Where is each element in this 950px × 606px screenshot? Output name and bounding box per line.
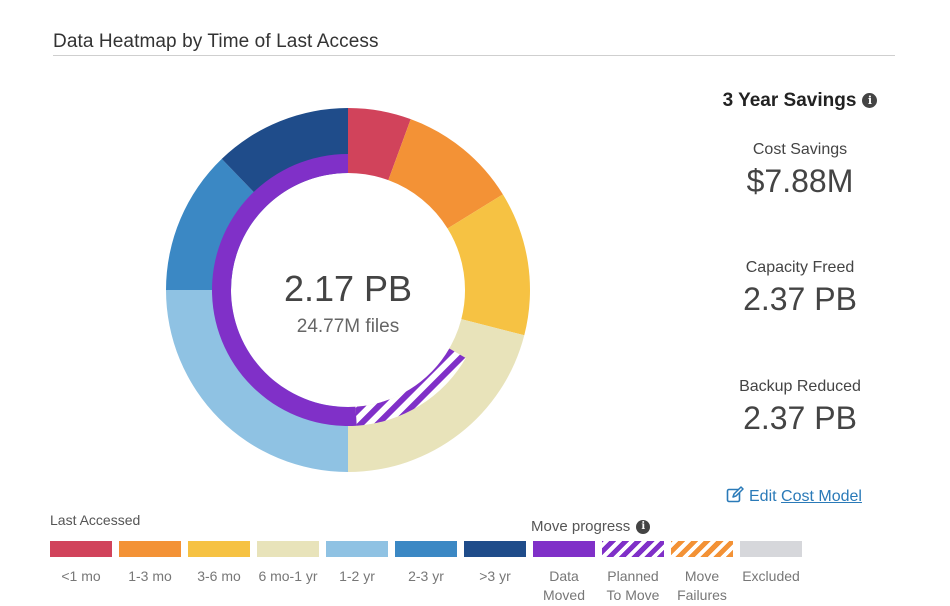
chart-title: Data Heatmap by Time of Last Access (53, 31, 379, 52)
edit-icon (726, 486, 744, 503)
capacity-freed-label: Capacity Freed (745, 259, 855, 276)
cost-model-link-text[interactable]: Cost Model (781, 488, 862, 505)
legend-label-move-failures: Move Failures (677, 568, 727, 603)
legend-label-excluded: Excluded (742, 568, 800, 584)
legend-swatch-planned-to-move[interactable] (602, 541, 664, 557)
info-icon[interactable]: i (636, 519, 651, 534)
total-capacity: 2.17 PB (283, 268, 413, 309)
legend-label-1-3-mo: 1-3 mo (128, 568, 172, 584)
cost-savings-label: Cost Savings (752, 141, 848, 158)
legend-swatch-excluded[interactable] (740, 541, 802, 557)
info-icon[interactable]: i (862, 93, 878, 108)
backup-reduced-value: 2.37 PB (743, 400, 857, 436)
legend-swatch-3-yr[interactable] (464, 541, 526, 557)
legend-label-1-2-yr: 1-2 yr (339, 568, 375, 584)
legend-swatch-3-6-mo[interactable] (188, 541, 250, 557)
legend-label-6-mo-1-yr: 6 mo-1 yr (258, 568, 318, 584)
inner-ring (212, 154, 466, 426)
legend-swatch-2-3-yr[interactable] (395, 541, 457, 557)
legend-swatch-1-2-yr[interactable] (326, 541, 388, 557)
inner-slice-data-moved[interactable] (212, 154, 357, 426)
capacity-freed-value: 2.37 PB (743, 281, 857, 317)
legend-swatch-1-mo[interactable] (50, 541, 112, 557)
savings-title-text: 3 Year Savings (722, 90, 857, 111)
edit-cost-model-link[interactable]: Edit Cost Model (726, 486, 862, 506)
backup-reduced-label: Backup Reduced (739, 378, 861, 395)
last-accessed-heading: Last Accessed (50, 512, 141, 528)
total-files: 24.77M files (296, 316, 400, 337)
legend-swatch-6-mo-1-yr[interactable] (257, 541, 319, 557)
move-progress-text: Move progress (531, 518, 631, 535)
legend-label-3-yr: >3 yr (479, 568, 511, 584)
legend-label-planned-to-move: Planned To Move (606, 568, 660, 603)
title-divider (53, 55, 895, 56)
backup-reduced-metric: Backup Reduced 2.37 PB (700, 378, 900, 437)
savings-title: 3 Year Savings i (700, 90, 900, 112)
outer-slice-1-3-mo[interactable] (388, 119, 503, 229)
legend-label-2-3-yr: 2-3 yr (408, 568, 444, 584)
legend-label-1-mo: <1 mo (61, 568, 101, 584)
legend-label-data-moved: Data Moved (542, 568, 586, 603)
outer-slice-1-mo[interactable] (348, 108, 411, 181)
cost-savings-value: $7.88M (746, 163, 854, 199)
outer-slice-2-3-yr[interactable] (166, 158, 267, 290)
outer-slice-6-mo-1-yr[interactable] (348, 319, 525, 472)
capacity-freed-metric: Capacity Freed 2.37 PB (700, 259, 900, 318)
legend-swatch-move-failures[interactable] (671, 541, 733, 557)
legend-swatch-1-3-mo[interactable] (119, 541, 181, 557)
edit-prefix: Edit (749, 488, 777, 505)
outer-slice-3-6-mo[interactable] (447, 194, 531, 336)
outer-slice-3-yr[interactable] (221, 108, 348, 206)
inner-slice-planned-to-move[interactable] (355, 348, 466, 426)
legend-label-3-6-mo: 3-6 mo (197, 568, 241, 584)
move-progress-heading: Move progress i (531, 518, 651, 535)
cost-savings-metric: Cost Savings $7.88M (700, 141, 900, 200)
legend-swatch-data-moved[interactable] (533, 541, 595, 557)
outer-ring (166, 108, 531, 472)
